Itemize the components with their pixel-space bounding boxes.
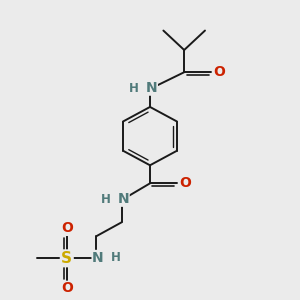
Text: O: O [61,221,73,235]
Text: N: N [117,192,129,206]
Text: H: H [129,82,139,94]
Text: O: O [61,281,73,295]
Text: O: O [213,65,225,79]
Text: S: S [61,251,72,266]
Text: N: N [92,250,104,265]
Text: H: H [100,193,110,206]
Text: H: H [111,251,121,264]
Text: O: O [179,176,191,190]
Text: N: N [146,81,157,95]
